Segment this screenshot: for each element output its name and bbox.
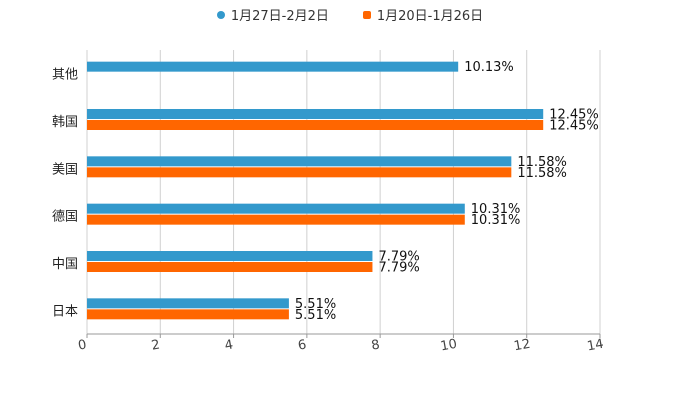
- data-label-series-1-5: 5.51%: [295, 297, 336, 312]
- legend-marker-series-1: [216, 10, 225, 19]
- category-label-3: 德国: [52, 210, 78, 225]
- data-label-series-2-4: 7.79%: [378, 261, 419, 276]
- data-label-series-2-5: 5.51%: [295, 308, 336, 323]
- data-label-series-1-3: 10.31%: [471, 202, 521, 217]
- category-label-0: 其他: [52, 68, 78, 83]
- legend-label-series-2: 1月20日-1月26日: [376, 9, 484, 24]
- bar-series-2-4[interactable]: [87, 262, 373, 272]
- bar-series-1-0[interactable]: [87, 61, 459, 72]
- bar-series-1-2[interactable]: [87, 156, 512, 167]
- bar-series-2-3[interactable]: [87, 214, 465, 225]
- x-tick-label-0: 0: [77, 337, 88, 353]
- x-tick-label-2: 4: [224, 337, 235, 353]
- chart-legend: 1月27日-2月2日 1月20日-1月26日: [0, 5, 700, 24]
- category-label-2: 美国: [52, 162, 78, 177]
- category-label-1: 韩国: [52, 115, 78, 130]
- bar-series-1-5[interactable]: [87, 298, 289, 309]
- category-label-5: 日本: [52, 304, 78, 319]
- bar-series-1-3[interactable]: [87, 203, 465, 214]
- x-tick-label-5: 10: [439, 337, 458, 355]
- bar-series-2-5[interactable]: [87, 309, 289, 320]
- data-label-series-2-1: 12.45%: [549, 119, 599, 134]
- legend-item-series-1[interactable]: 1月27日-2月2日: [216, 5, 329, 24]
- data-label-series-2-2: 11.58%: [517, 166, 567, 181]
- data-label-series-1-4: 7.79%: [378, 250, 419, 265]
- x-tick-label-6: 12: [513, 337, 532, 355]
- bar-series-2-2[interactable]: [87, 167, 512, 178]
- data-label-series-1-2: 11.58%: [517, 155, 567, 170]
- x-tick-label-1: 2: [150, 337, 161, 353]
- legend-marker-series-2: [362, 10, 371, 19]
- x-tick-label-7: 14: [586, 337, 605, 355]
- bar-series-1-1[interactable]: [87, 109, 544, 119]
- legend-label-series-1: 1月27日-2月2日: [230, 9, 329, 24]
- category-label-4: 中国: [52, 257, 78, 272]
- legend-item-series-2[interactable]: 1月20日-1月26日: [362, 5, 484, 24]
- x-tick-label-4: 8: [370, 337, 381, 353]
- data-label-series-1-0: 10.13%: [464, 60, 514, 75]
- data-label-series-2-3: 10.31%: [471, 213, 521, 228]
- bar-series-2-1[interactable]: [87, 120, 544, 130]
- data-label-series-1-1: 12.45%: [549, 108, 599, 123]
- x-tick-label-3: 6: [297, 337, 308, 353]
- bar-series-1-4[interactable]: [87, 251, 373, 261]
